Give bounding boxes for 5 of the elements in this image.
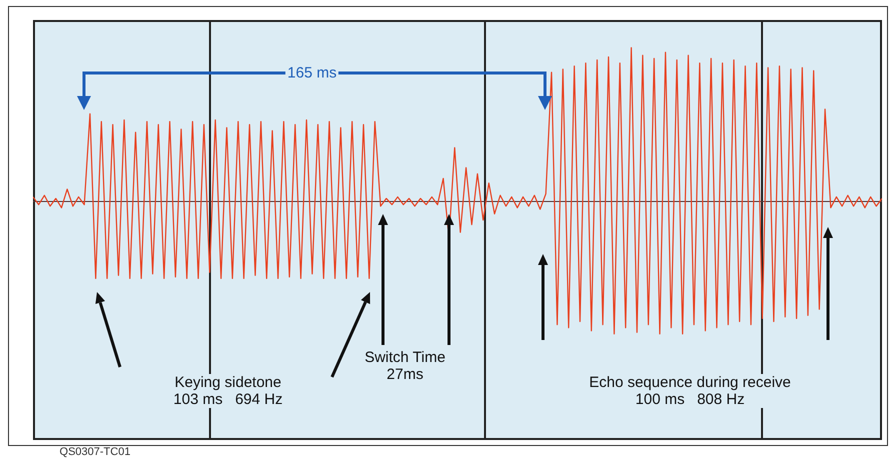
- text: QS0307-TC01: [58, 446, 132, 458]
- text: Echo sequence during receive 100 ms 808 Hz: [587, 374, 793, 408]
- annotation: 165 ms: [285, 64, 339, 82]
- text: Keying sidetone 103 ms 694 Hz: [171, 374, 285, 408]
- text: Switch Time 27ms: [362, 349, 448, 383]
